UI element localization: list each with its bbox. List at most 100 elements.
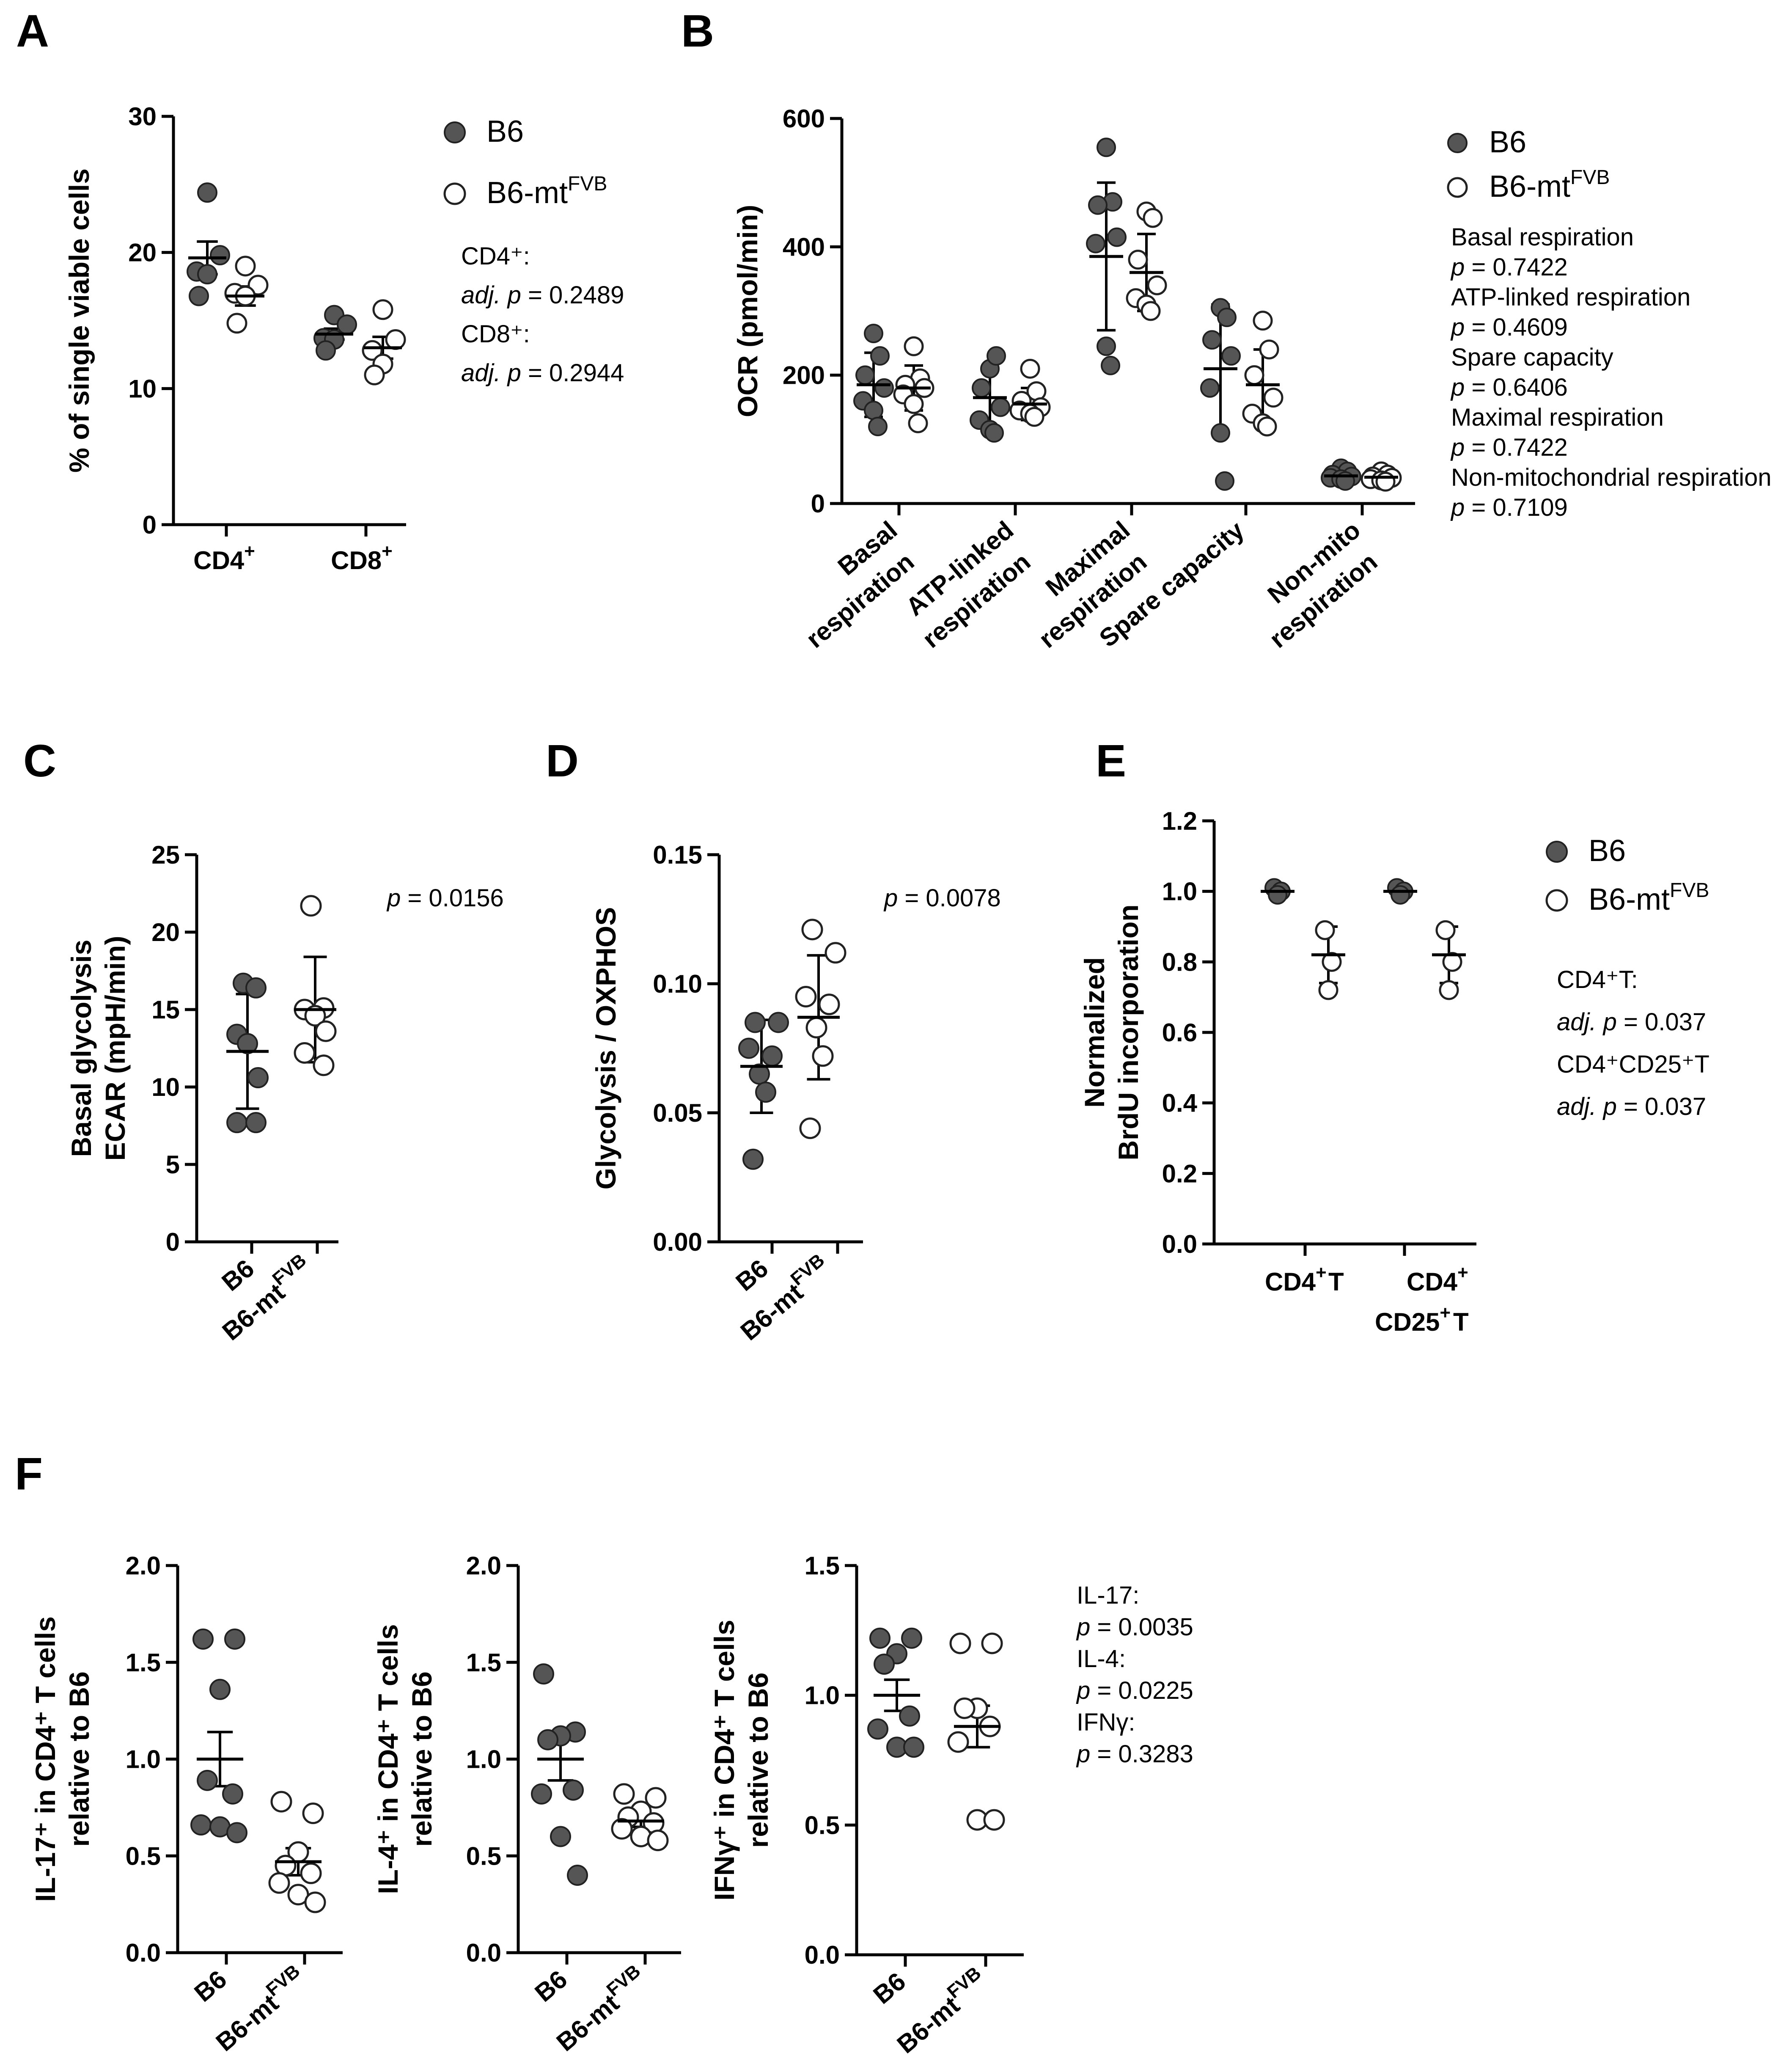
y-tick-label: 0.0 (126, 1939, 161, 1967)
data-point-B6-mtFVB (1020, 359, 1040, 379)
data-point-B6-mtFVB (1024, 407, 1044, 427)
stat-note: p = 0.3283 (1076, 1740, 1193, 1768)
y-axis-title: OCR (pmol/min) (732, 205, 763, 417)
data-point-B6 (189, 286, 209, 306)
plot-A: 0 10 20 30 % of single viable cells (63, 102, 406, 539)
stat-note: CD4⁺: (461, 242, 530, 270)
superscript: + (244, 541, 255, 561)
x-category-label: B6 (530, 1965, 573, 2008)
note-val: = 0.2944 (521, 359, 624, 387)
data-point-B6-mtFVB (908, 413, 928, 433)
data-point-B6-mtFVB (613, 1783, 635, 1805)
data-point-B6 (245, 977, 267, 999)
data-point-B6-mtFVB (795, 986, 817, 1007)
data-point-B6 (903, 1736, 924, 1758)
data-point-B6-mtFVB (294, 1042, 316, 1064)
x-category-label: B6 (731, 1254, 774, 1297)
data-point-B6 (197, 264, 217, 285)
x-category-label: CD4+ (1265, 1262, 1327, 1296)
y-tick-label: 15 (151, 996, 180, 1024)
x-category-label: B6-mtFVB (547, 1961, 653, 2057)
data-point-B6 (761, 1045, 783, 1067)
superscript: FVB (1570, 166, 1610, 189)
data-point-B6 (870, 346, 890, 366)
stat-note: ATP-linked respiration (1451, 283, 1690, 311)
x-category-label: CD4+ (1407, 1262, 1468, 1296)
y-tick-label: 0.15 (653, 841, 702, 869)
data-point-B6-mtFVB (235, 256, 256, 277)
panel-label: A (16, 5, 49, 56)
data-point-B6 (738, 1037, 759, 1059)
data-point-B6-mtFVB (302, 1802, 324, 1824)
note-p: p (1450, 374, 1465, 401)
data-point-B6-mtFVB (1143, 208, 1163, 228)
stat-note: CD4⁺T: (1557, 966, 1638, 993)
y-tick-label: 0.0 (1162, 1230, 1197, 1258)
stat-note: adj. p = 0.2489 (461, 281, 624, 309)
stat-note: p = 0.7109 (1450, 494, 1568, 521)
note-adj: adj. (461, 359, 508, 387)
data-point-B6-mtFVB (385, 329, 406, 350)
data-point-B6 (1202, 330, 1222, 350)
data-point-B6 (245, 1112, 267, 1134)
superscript: FVB (603, 1961, 645, 2000)
note-val: = 0.037 (1617, 1093, 1706, 1120)
data-point-B6 (226, 1822, 247, 1844)
data-point-B6 (901, 1627, 922, 1649)
data-point-B6 (864, 324, 883, 344)
data-point-B6-mtFVB (801, 919, 823, 941)
data-point-B6 (316, 340, 336, 361)
y-tick-label: 0.5 (126, 1842, 161, 1870)
y-tick-label: 25 (151, 841, 180, 869)
y-tick-label: 0.5 (466, 1842, 501, 1870)
data-point-B6-mtFVB (1253, 311, 1273, 331)
data-point-B6-mtFVB (1244, 365, 1264, 385)
data-point-B6-mtFVB (645, 1787, 667, 1809)
plot-D: 0.00 0.05 0.10 0.15 Glycolysis / OXPHOS (590, 841, 863, 1256)
y-tick-label: 400 (783, 233, 825, 261)
stat-note: Spare capacity (1451, 344, 1613, 371)
panel-label: B (681, 5, 714, 56)
data-point-B6-mtFVB (904, 336, 924, 356)
data-point-B6 (855, 365, 875, 385)
legend-marker (1545, 889, 1568, 912)
y-tick-label: 200 (783, 361, 825, 390)
superscript: FVB (262, 1961, 304, 2000)
note-p: p (507, 359, 521, 387)
data-point-B6 (197, 182, 217, 203)
note-p: p (1076, 1677, 1090, 1704)
data-point-B6 (209, 1679, 231, 1700)
note-val: = 0.0156 (401, 884, 504, 912)
data-point-B6-mtFVB (226, 313, 247, 334)
stat-note: p = 0.6406 (1450, 374, 1568, 401)
data-point-B6-mtFVB (799, 1117, 821, 1139)
note-val: = 0.037 (1617, 1008, 1706, 1036)
stat-note: p = 0.7422 (1450, 253, 1568, 281)
data-point-B6 (1200, 378, 1220, 398)
y-tick-label: 10 (128, 374, 157, 403)
stat-note: adj. p = 0.037 (1557, 1093, 1706, 1120)
superscript: FVB (787, 1250, 829, 1290)
data-point-B6-mtFVB (805, 1017, 827, 1039)
data-point-B6 (537, 1729, 558, 1750)
stat-note: p = 0.7422 (1450, 434, 1568, 461)
y-tick-label: 5 (166, 1150, 180, 1179)
data-point-B6 (755, 1081, 776, 1103)
data-point-B6-mtFVB (1141, 301, 1161, 321)
note-adj: adj. (461, 281, 508, 309)
data-point-B6 (567, 1865, 588, 1886)
y-tick-label: 0 (143, 511, 157, 539)
note-adj: adj. (1557, 1093, 1603, 1120)
note-p: p (1076, 1613, 1090, 1641)
data-point-B6-mtFVB (300, 895, 322, 917)
data-point-B6 (1107, 227, 1127, 247)
stat-note: Basal respiration (1451, 223, 1634, 251)
data-point-B6 (1391, 885, 1410, 905)
p-value: p = 0.0078 (883, 884, 1001, 912)
y-tick-label: 30 (128, 102, 157, 131)
stat-note: Maximal respiration (1451, 404, 1664, 431)
y-tick-label: 1.5 (805, 1552, 840, 1580)
data-point-B6-mtFVB (611, 1818, 633, 1840)
